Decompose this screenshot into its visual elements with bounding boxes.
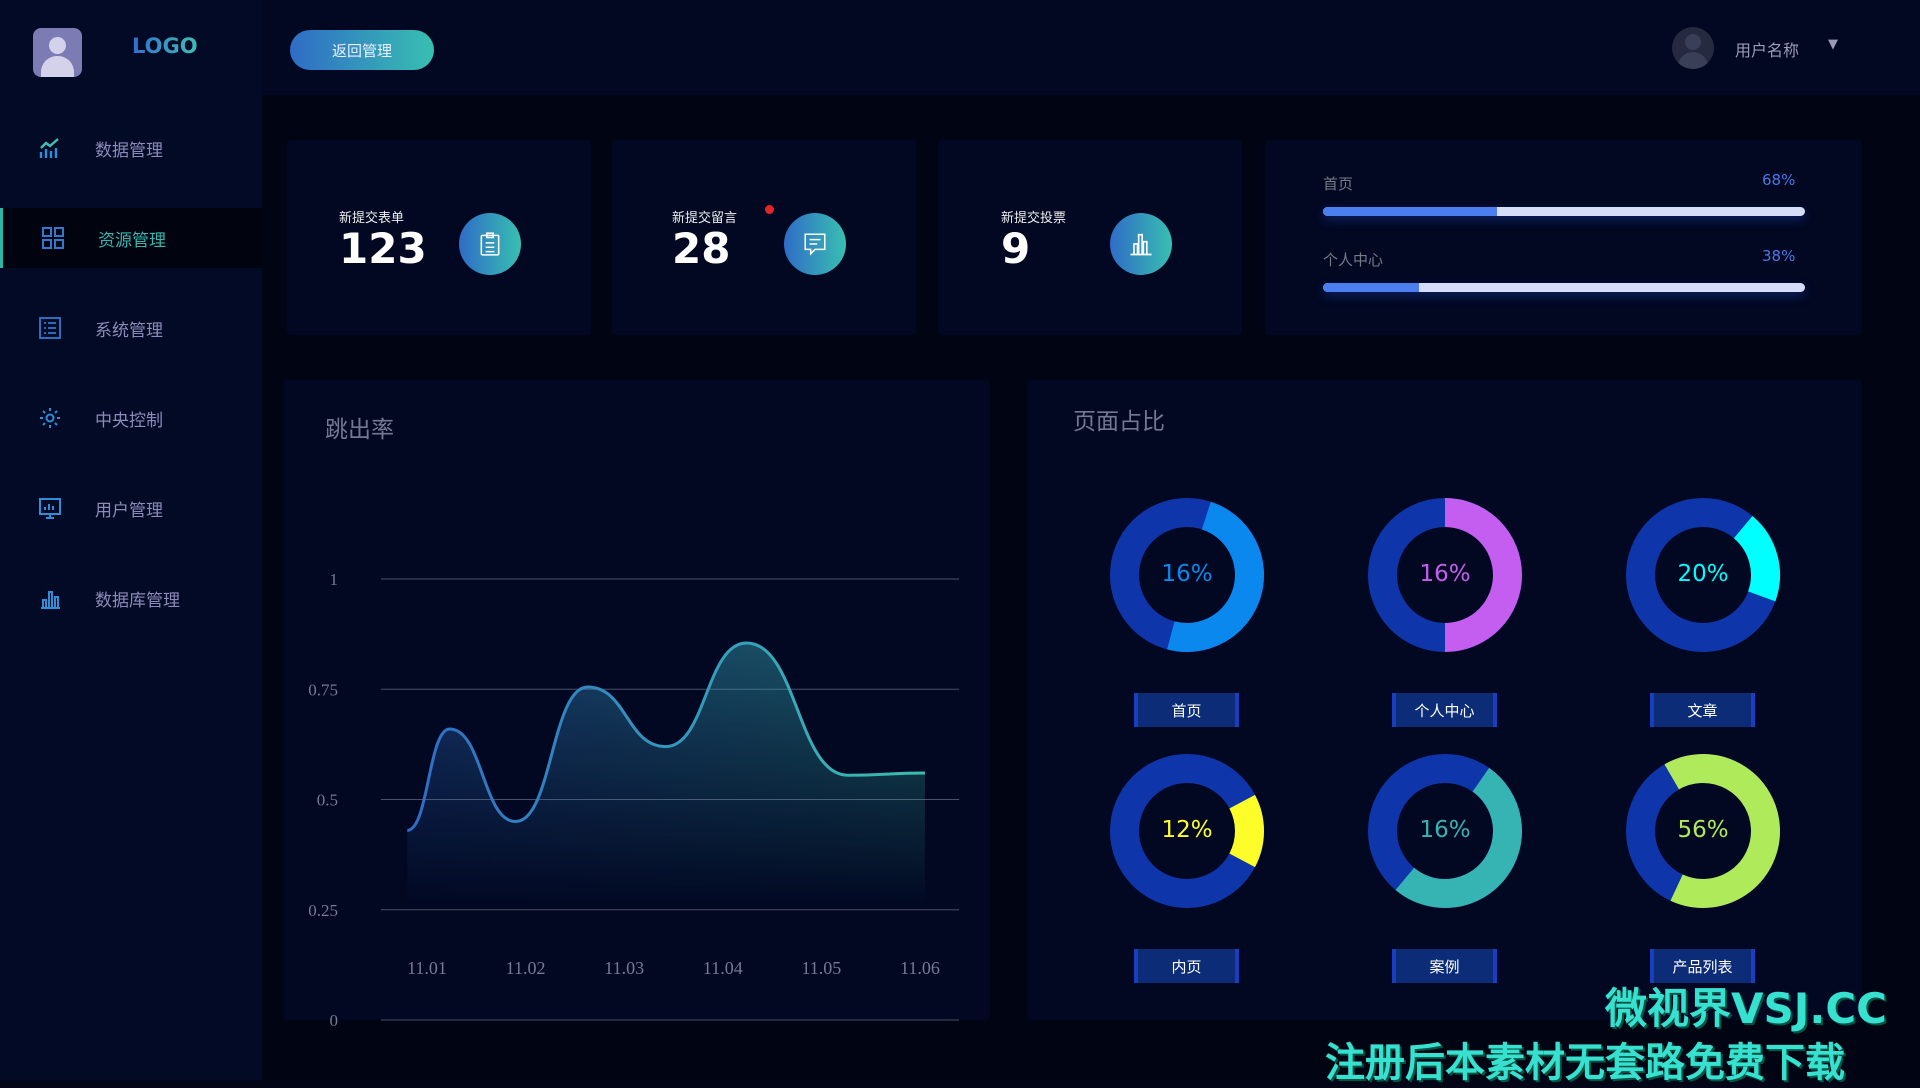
- progress-bar: [1323, 207, 1805, 216]
- back-to-admin-button[interactable]: 返回管理: [290, 30, 434, 70]
- y-tick-label: 0.5: [317, 791, 338, 810]
- donut-value: 16%: [1419, 561, 1471, 587]
- x-tick-label: 11.05: [801, 958, 841, 978]
- progress-label: 首页: [1323, 175, 1354, 193]
- stat-card: 新提交留言 28: [612, 140, 916, 335]
- donut-value: 12%: [1161, 817, 1213, 843]
- stat-value: 123: [339, 224, 427, 273]
- donut-value: 16%: [1161, 561, 1213, 587]
- donut-label[interactable]: 文章: [1650, 693, 1755, 727]
- sidebar-item[interactable]: 资源管理: [0, 208, 262, 268]
- monitor-icon: [38, 496, 62, 520]
- bar-chart-icon: [38, 586, 62, 610]
- donut-segment: [1733, 516, 1780, 602]
- stat-card: 新提交表单 123: [287, 140, 591, 335]
- donut-value: 56%: [1677, 817, 1729, 843]
- notification-dot: [765, 205, 774, 214]
- x-tick-label: 11.06: [900, 958, 940, 978]
- sidebar: LOGO 数据管理资源管理系统管理中央控制用户管理数据库管理: [0, 0, 262, 1080]
- list-icon: [38, 316, 62, 340]
- sidebar-item-label: 数据管理: [95, 140, 163, 161]
- grid-icon: [41, 226, 65, 250]
- donut-segment: [1664, 754, 1780, 908]
- donut-label[interactable]: 个人中心: [1392, 693, 1497, 727]
- sidebar-item[interactable]: 中央控制: [0, 388, 262, 448]
- trend-chart-icon: [38, 136, 62, 160]
- stat-card: 新提交投票 9: [938, 140, 1242, 335]
- panel-title: 跳出率: [325, 417, 394, 443]
- message-icon: [784, 213, 846, 275]
- donut-chart: [1626, 754, 1780, 908]
- sidebar-item[interactable]: 系统管理: [0, 298, 262, 358]
- y-tick-label: 1: [330, 570, 339, 589]
- donut-chart: [1110, 754, 1264, 908]
- sidebar-item[interactable]: 数据库管理: [0, 568, 262, 628]
- username[interactable]: 用户名称: [1735, 41, 1800, 60]
- clipboard-icon: [459, 213, 521, 275]
- bounce-rate-panel: 跳出率: [283, 380, 990, 1020]
- progress-value: 68%: [1762, 171, 1796, 189]
- x-tick-label: 11.01: [407, 958, 447, 978]
- stat-label: 新提交投票: [1001, 211, 1067, 226]
- progress-label: 个人中心: [1323, 251, 1384, 269]
- y-tick-label: 0: [330, 1011, 339, 1030]
- donut-label[interactable]: 首页: [1134, 693, 1239, 727]
- donut-value: 16%: [1419, 817, 1471, 843]
- stat-label: 新提交留言: [672, 211, 738, 226]
- donut-segment: [1444, 498, 1522, 652]
- sidebar-item-label: 用户管理: [95, 500, 163, 521]
- donut-chart: [1110, 498, 1264, 652]
- x-tick-label: 11.03: [604, 958, 644, 978]
- sidebar-item-label: 中央控制: [95, 410, 163, 431]
- sidebar-item-label: 数据库管理: [95, 590, 180, 611]
- header: [262, 0, 1920, 95]
- progress-bar: [1323, 283, 1805, 292]
- x-tick-label: 11.04: [703, 958, 743, 978]
- donut-chart: [1626, 498, 1780, 652]
- stat-value: 28: [672, 224, 731, 273]
- progress-card: 首页 68% 个人中心 38%: [1265, 140, 1862, 335]
- donut-label[interactable]: 产品列表: [1650, 949, 1755, 983]
- watermark: 注册后本素材无套路免费下载: [1325, 1040, 1845, 1086]
- y-tick-label: 0.25: [308, 901, 338, 920]
- donut-segment: [1167, 501, 1264, 652]
- donut-label[interactable]: 案例: [1392, 949, 1497, 983]
- sidebar-item[interactable]: 数据管理: [0, 118, 262, 178]
- avatar[interactable]: [33, 28, 82, 77]
- logo: LOGO: [132, 34, 198, 58]
- progress-fill: [1323, 207, 1497, 216]
- bar-chart-icon: [1110, 213, 1172, 275]
- series-line: [406, 641, 925, 832]
- area-fill: [407, 642, 925, 910]
- chevron-down-icon[interactable]: ▼: [1828, 37, 1838, 52]
- panel-title: 页面占比: [1073, 409, 1165, 435]
- sidebar-item-label: 系统管理: [95, 320, 163, 341]
- watermark: 微视界VSJ.CC: [1605, 984, 1887, 1033]
- sidebar-item[interactable]: 用户管理: [0, 478, 262, 538]
- y-tick-label: 0.75: [308, 680, 338, 699]
- x-tick-label: 11.02: [506, 958, 546, 978]
- donut-chart: [1368, 498, 1522, 652]
- stat-value: 9: [1001, 224, 1031, 273]
- gear-icon: [38, 406, 62, 430]
- user-avatar[interactable]: [1672, 27, 1714, 69]
- donut-chart: [1368, 754, 1522, 908]
- donut-segment: [1229, 794, 1264, 868]
- sidebar-item-label: 资源管理: [98, 230, 166, 251]
- donut-value: 20%: [1677, 561, 1729, 587]
- stat-label: 新提交表单: [339, 211, 405, 226]
- progress-fill: [1323, 283, 1420, 292]
- donut-label[interactable]: 内页: [1134, 949, 1239, 983]
- donut-segment: [1395, 767, 1522, 908]
- progress-value: 38%: [1762, 247, 1796, 265]
